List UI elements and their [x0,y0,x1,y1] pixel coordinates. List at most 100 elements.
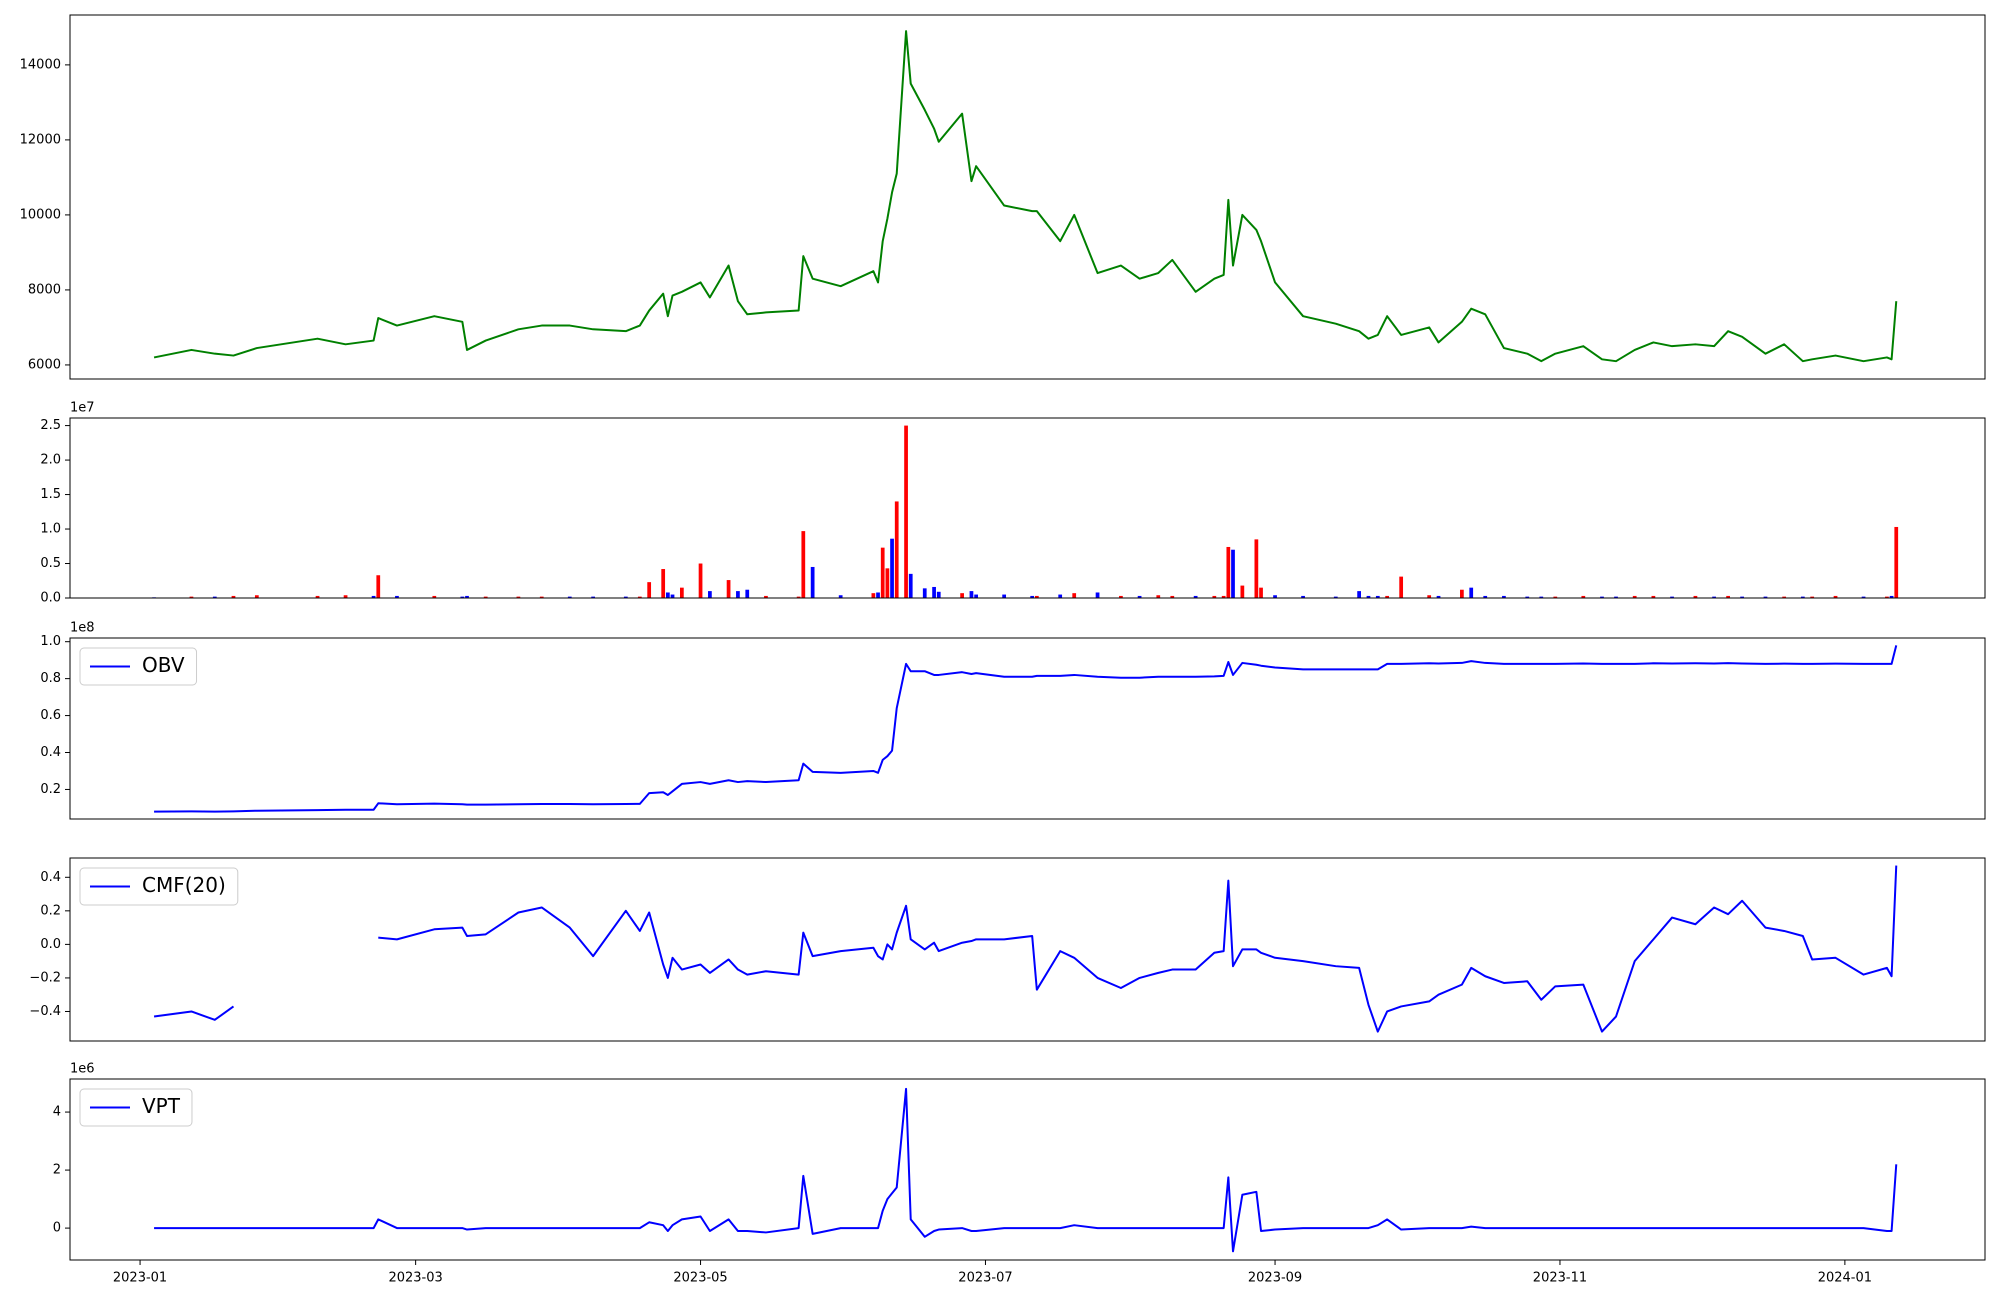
bar [1782,596,1787,598]
bar [736,591,740,598]
bar [838,595,843,598]
bar [932,586,936,598]
bar [1212,595,1217,598]
bar [1240,585,1245,598]
bar [1894,526,1899,598]
bar [432,595,437,598]
bar [885,568,890,598]
bar [1193,595,1198,598]
bar [1885,596,1889,598]
bar [796,596,801,598]
bar [1030,595,1035,598]
bar [894,501,899,598]
bar [1833,595,1838,598]
bar [1170,595,1175,598]
bar [1600,596,1604,598]
y-tick-label: 0.2 [40,782,61,797]
bar [960,593,964,598]
axes-frame [69,637,1986,820]
bar [1670,596,1674,598]
panel: −0.4 −0.2 0.0 0.2 0.4 CMF(20) [29,857,1986,1042]
y-tick-label: 0.6 [40,708,61,723]
bar [212,596,217,598]
bar [810,566,815,598]
axis-offset-label: 1e6 [70,1062,95,1077]
bar [623,596,628,598]
y-tick-label: 2 [53,1163,61,1178]
bar [371,595,376,598]
bar [1273,595,1277,598]
bar [904,425,908,598]
bar [1333,596,1338,598]
x-tick-label: 2023-09 [1248,1271,1302,1286]
bar [1399,576,1404,598]
axes-frame [69,857,1986,1042]
axis-offset-label: 1e7 [70,401,95,416]
bar [1581,595,1586,598]
plot-area [152,425,1899,598]
legend-label: VPT [142,1094,181,1118]
bar [745,589,750,598]
panel: 0 2 4 1e6 VPT 2023-01 2023-03 2023-05 2023-07 202… [53,1062,1986,1286]
legend-box [79,647,198,686]
bar [726,580,731,598]
legend-box [79,1088,193,1127]
legend-label: CMF(20) [142,873,226,897]
bar [1231,549,1235,598]
y-tick-label: 0.8 [40,671,61,686]
y-tick-label: −0.2 [29,970,61,985]
bar [1525,596,1530,598]
bar [1800,596,1805,598]
bar [1366,595,1371,598]
y-tick-label: 8000 [28,282,61,297]
bar [1301,595,1305,598]
bar [1861,596,1866,598]
y-tick-label: 1.0 [40,522,61,537]
bar [1375,595,1380,598]
y-tick-label: 0.4 [40,745,61,760]
plot-area [154,645,1898,813]
bar [1693,595,1698,598]
bar [231,595,236,598]
y-tick-label: 14000 [20,57,61,72]
bar [969,591,974,598]
bar [1502,595,1506,598]
y-tick-label: 6000 [28,357,61,372]
line-series [154,645,1898,813]
x-tick-label: 2024-01 [1818,1271,1872,1286]
bar [1726,595,1730,598]
panel: 0.0 0.5 1.0 1.5 2.0 2.5 1e7 [40,401,1986,606]
bar [1763,596,1768,598]
bar [908,573,913,598]
panel: 6000 8000 10000 12000 14000 [20,14,1986,380]
panel: 0.2 0.4 0.6 0.8 1.0 1e8 OBV [40,621,1986,820]
bar [1226,546,1231,598]
bar [1553,596,1558,598]
y-tick-label: 10000 [20,207,61,222]
legend-box [79,867,239,906]
bar [343,595,348,598]
bar [936,591,941,598]
y-tick-label: 2.5 [40,418,61,433]
bar [679,587,684,598]
bar [764,595,768,598]
bar [1632,595,1637,598]
axes-frame [69,14,1986,380]
y-tick-label: 0.0 [40,937,61,952]
line-series [154,1087,1898,1253]
bar [1483,595,1488,598]
bar [1357,591,1361,598]
bar [315,595,320,598]
bar [974,594,978,598]
bar [483,596,488,598]
plot-area [153,865,1898,1033]
bar [1740,596,1744,598]
bar [1427,595,1432,598]
bar [1119,595,1123,598]
bar [801,531,806,598]
y-tick-label: 0.2 [40,903,61,918]
line-series [153,865,1898,1033]
y-tick-label: 0.5 [40,556,61,571]
bar [1156,595,1161,598]
